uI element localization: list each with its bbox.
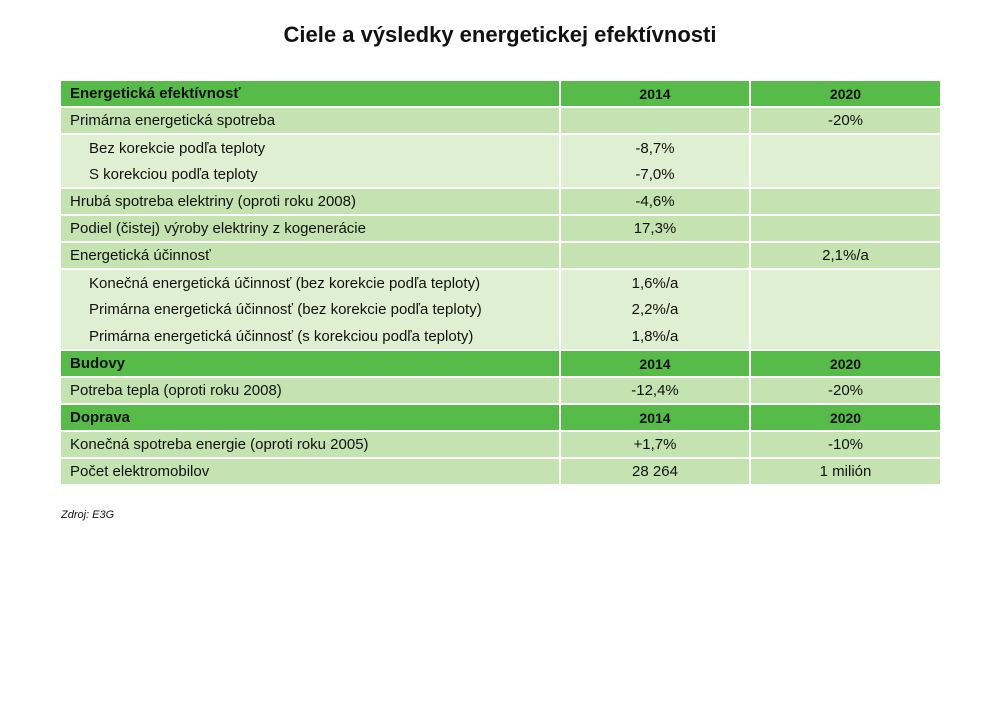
value-2020 — [749, 161, 940, 188]
value-2014: 1,6%/a — [559, 269, 750, 296]
row-label: Hrubá spotreba elektriny (oproti roku 20… — [61, 187, 560, 216]
value-2020: 1 milión — [749, 457, 940, 486]
row-label: Bez korekcie podľa teploty — [61, 134, 560, 161]
section-header-transport: Doprava 2014 2020 — [61, 403, 940, 432]
value-2020: -20% — [749, 106, 940, 135]
table-row: Podiel (čistej) výroby elektriny z kogen… — [61, 214, 940, 243]
table-row: Bez korekcie podľa teploty -8,7% — [61, 134, 940, 161]
table-row: S korekciou podľa teploty -7,0% — [61, 161, 940, 188]
table-row: Energetická účinnosť 2,1%/a — [61, 241, 940, 270]
value-2014: 1,8%/a — [559, 323, 750, 350]
table-row: Konečná energetická účinnosť (bez korekc… — [61, 269, 940, 296]
row-label: Potreba tepla (oproti roku 2008) — [61, 376, 560, 405]
efficiency-table: Energetická efektívnosť 2014 2020 Primár… — [61, 79, 940, 486]
row-label: Primárna energetická účinnosť (s korekci… — [61, 323, 560, 350]
row-label: Konečná energetická účinnosť (bez korekc… — [61, 269, 560, 296]
value-2014: 2,2%/a — [559, 296, 750, 323]
section-title: Doprava — [61, 403, 560, 432]
value-2014: 17,3% — [559, 214, 750, 243]
table-row: Konečná spotreba energie (oproti roku 20… — [61, 430, 940, 459]
section-title: Energetická efektívnosť — [61, 79, 560, 108]
section-header-energy-efficiency: Energetická efektívnosť 2014 2020 — [61, 79, 940, 108]
value-2014: 28 264 — [559, 457, 750, 486]
table-row: Primárna energetická spotreba -20% — [61, 106, 940, 135]
column-header-2014: 2014 — [559, 349, 750, 378]
column-header-2020: 2020 — [749, 349, 940, 378]
value-2014: -4,6% — [559, 187, 750, 216]
row-label: S korekciou podľa teploty — [61, 161, 560, 188]
value-2020: 2,1%/a — [749, 241, 940, 270]
column-header-2020: 2020 — [749, 403, 940, 432]
row-label: Primárna energetická účinnosť (bez korek… — [61, 296, 560, 323]
value-2020 — [749, 214, 940, 243]
value-2020 — [749, 187, 940, 216]
page-title: Ciele a výsledky energetickej efektívnos… — [283, 22, 717, 47]
table-row: Primárna energetická účinnosť (s korekci… — [61, 323, 940, 350]
table-row: Primárna energetická účinnosť (bez korek… — [61, 296, 940, 323]
value-2014 — [559, 106, 750, 135]
section-title: Budovy — [61, 349, 560, 378]
value-2020: -20% — [749, 376, 940, 405]
value-2014 — [559, 241, 750, 270]
row-label: Počet elektromobilov — [61, 457, 560, 486]
row-label: Konečná spotreba energie (oproti roku 20… — [61, 430, 560, 459]
table-row: Počet elektromobilov 28 264 1 milión — [61, 457, 940, 486]
source-note: Zdroj: E3G — [61, 509, 115, 521]
value-2020 — [749, 134, 940, 161]
column-header-2014: 2014 — [559, 403, 750, 432]
row-label: Energetická účinnosť — [61, 241, 560, 270]
row-label: Podiel (čistej) výroby elektriny z kogen… — [61, 214, 560, 243]
table-row: Hrubá spotreba elektriny (oproti roku 20… — [61, 187, 940, 216]
value-2014: -8,7% — [559, 134, 750, 161]
value-2020 — [749, 323, 940, 350]
value-2020: -10% — [749, 430, 940, 459]
section-header-buildings: Budovy 2014 2020 — [61, 349, 940, 378]
value-2014: -12,4% — [559, 376, 750, 405]
value-2014: -7,0% — [559, 161, 750, 188]
row-label: Primárna energetická spotreba — [61, 106, 560, 135]
value-2020 — [749, 269, 940, 296]
column-header-2020: 2020 — [749, 79, 940, 108]
column-header-2014: 2014 — [559, 79, 750, 108]
table-row: Potreba tepla (oproti roku 2008) -12,4% … — [61, 376, 940, 405]
value-2014: +1,7% — [559, 430, 750, 459]
value-2020 — [749, 296, 940, 323]
